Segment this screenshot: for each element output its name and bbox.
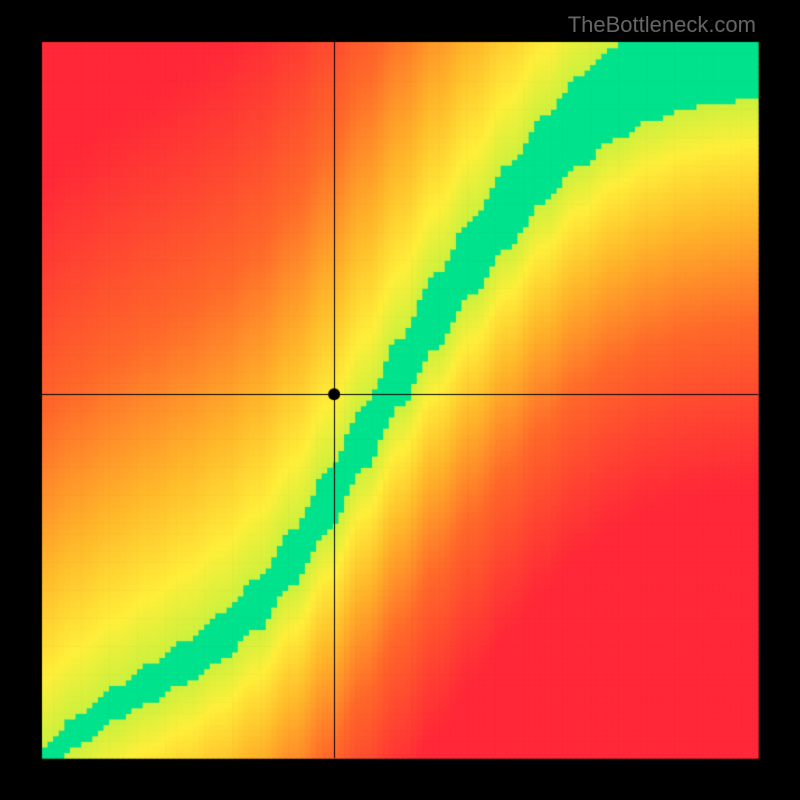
bottleneck-heatmap	[0, 0, 800, 800]
watermark-text: TheBottleneck.com	[568, 12, 756, 38]
